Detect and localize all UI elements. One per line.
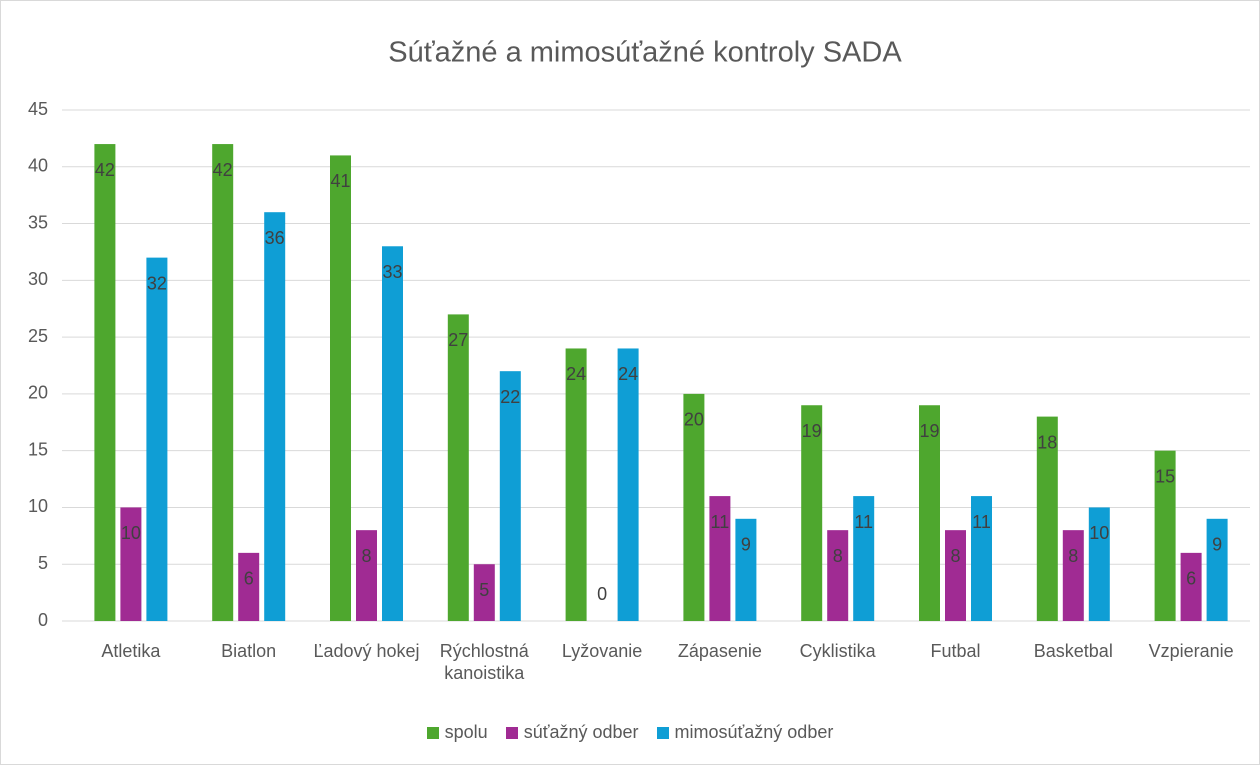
- bar: [238, 552, 260, 621]
- data-label: 11: [972, 512, 991, 532]
- bar: [447, 314, 469, 621]
- data-label: 8: [1068, 546, 1078, 566]
- data-label: 24: [566, 364, 586, 384]
- data-label: 36: [265, 228, 285, 248]
- bar: [1206, 518, 1228, 621]
- bar: [1088, 507, 1110, 621]
- data-label: 33: [382, 262, 402, 282]
- bar: [1154, 450, 1176, 621]
- bar: [330, 155, 351, 621]
- x-tick-label: Biatlon: [221, 641, 277, 661]
- legend-swatch: [426, 726, 439, 739]
- y-tick-label: 30: [28, 269, 48, 289]
- bar: [1062, 530, 1084, 621]
- bar: [735, 518, 757, 621]
- data-label: 19: [919, 421, 939, 441]
- bar: [1036, 416, 1058, 621]
- legend-label: súťažný odber: [523, 722, 639, 742]
- bar: [146, 257, 168, 621]
- bar: [1180, 552, 1202, 621]
- data-label: 42: [213, 160, 233, 180]
- bar: [120, 507, 142, 621]
- data-label: 15: [1155, 466, 1175, 486]
- data-label: 10: [1089, 523, 1109, 543]
- x-tick-label: Lyžovanie: [561, 641, 643, 661]
- legend-swatch: [505, 726, 518, 739]
- bar: [945, 530, 966, 621]
- data-label: 42: [95, 160, 115, 180]
- x-tick-label: Futbal: [930, 641, 981, 661]
- data-label: 19: [802, 421, 822, 441]
- data-label: 6: [1186, 569, 1196, 589]
- data-label: 41: [330, 171, 350, 191]
- bar: [801, 405, 823, 621]
- bar: [94, 144, 116, 622]
- data-label: 8: [950, 546, 960, 566]
- bar: [709, 496, 731, 621]
- x-tick-label: Basketbal: [1033, 641, 1113, 661]
- y-tick-label: 15: [28, 439, 48, 459]
- data-label: 5: [479, 580, 489, 600]
- chart-title: Súťažné a mimosúťažné kontroly SADA: [388, 37, 902, 69]
- data-label: 6: [244, 569, 254, 589]
- data-label: 8: [361, 546, 371, 566]
- bar: [212, 144, 234, 622]
- data-label: 9: [1212, 535, 1222, 555]
- y-tick-label: 20: [28, 383, 48, 403]
- bar: [827, 530, 849, 621]
- bar: [617, 348, 639, 621]
- legend: spolu súťažný odber mimosúťažný odber: [0, 722, 1260, 743]
- x-tick-label: Vzpieranie: [1148, 641, 1234, 661]
- y-tick-label: 40: [28, 156, 48, 176]
- y-tick-label: 45: [28, 99, 48, 119]
- data-label: 11: [711, 512, 730, 532]
- bar: [565, 348, 587, 621]
- bar: [971, 496, 992, 621]
- x-tick-label: Atletika: [101, 641, 161, 661]
- legend-label: spolu: [444, 722, 488, 742]
- bar: [683, 393, 705, 621]
- data-label: 8: [833, 546, 843, 566]
- x-tick-label: Zápasenie: [677, 641, 762, 661]
- y-tick-label: 25: [28, 326, 48, 346]
- data-label: 24: [618, 364, 638, 384]
- bar: [264, 212, 286, 621]
- data-label: 18: [1037, 432, 1057, 452]
- bar: [356, 530, 377, 621]
- bar: [919, 405, 940, 621]
- data-label: 9: [741, 535, 751, 555]
- y-tick-label: 10: [28, 496, 48, 516]
- bar: [499, 371, 521, 621]
- bar: [473, 564, 495, 621]
- legend-item: mimosúťažný odber: [656, 722, 834, 743]
- bar: [382, 246, 403, 621]
- data-label: 22: [500, 387, 520, 407]
- y-tick-label: 5: [38, 553, 48, 573]
- bar: [853, 496, 875, 621]
- y-tick-label: 35: [28, 212, 48, 232]
- data-label: 20: [684, 410, 704, 430]
- x-tick-label: Cyklistika: [799, 641, 876, 661]
- x-tick-label: Rýchlostná kanoistika: [439, 641, 529, 683]
- data-label: 27: [448, 330, 468, 350]
- legend-item: súťažný odber: [505, 722, 639, 743]
- legend-item: spolu: [426, 722, 488, 743]
- data-label: 11: [854, 512, 873, 532]
- legend-swatch: [656, 726, 669, 739]
- data-label: 32: [147, 273, 167, 293]
- y-tick-label: 0: [38, 610, 48, 630]
- data-label: 0: [597, 584, 607, 604]
- legend-label: mimosúťažný odber: [674, 722, 834, 742]
- x-tick-label: Ľadový hokej: [313, 641, 420, 661]
- data-label: 10: [121, 523, 141, 543]
